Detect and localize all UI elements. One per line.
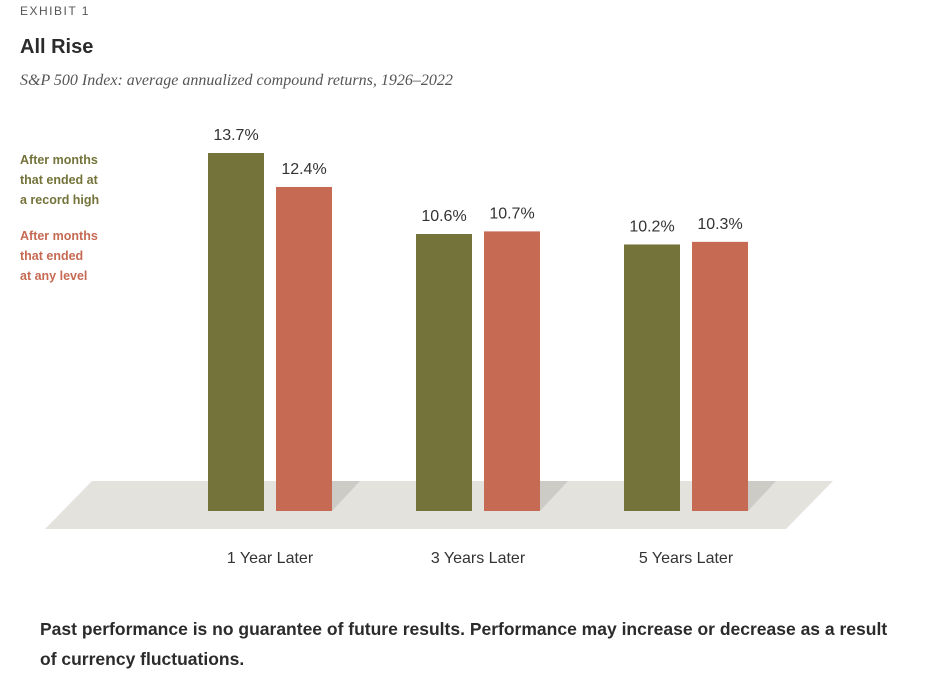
bar-shadow (332, 481, 360, 511)
x-tick-label: 5 Years Later (639, 550, 734, 567)
legend-entry: After months (20, 153, 98, 167)
chart-title: All Rise (20, 36, 94, 58)
legend-entry: a record high (20, 193, 99, 207)
bar (624, 244, 680, 512)
data-label: 13.7% (213, 127, 258, 144)
disclaimer-note: Past performance is no guarantee of futu… (40, 619, 888, 669)
data-label: 10.2% (629, 218, 674, 235)
exhibit-label: EXHIBIT 1 (20, 4, 90, 18)
bar (692, 241, 748, 511)
x-tick-label: 1 Year Later (227, 550, 314, 567)
bar (484, 231, 540, 511)
bar (208, 153, 264, 511)
chart-subtitle: S&P 500 Index: average annualized compou… (20, 72, 453, 89)
data-label: 10.7% (489, 205, 534, 222)
x-tick-label: 3 Years Later (431, 550, 526, 567)
legend-entry: at any level (20, 269, 87, 283)
bar (416, 234, 472, 511)
data-label: 12.4% (281, 161, 326, 178)
data-label: 10.3% (697, 216, 742, 233)
data-label: 10.6% (421, 208, 466, 225)
legend-entry: that ended at (20, 173, 99, 187)
bar (276, 186, 332, 511)
legend-entry: After months (20, 229, 98, 243)
bar-shadow (748, 481, 776, 511)
legend-entry: that ended (20, 249, 83, 263)
bar-shadow (540, 481, 568, 511)
bar-chart: 13.7% 12.4% 1 Year Later 10.6% 10.7% 3 Years … (20, 127, 833, 567)
